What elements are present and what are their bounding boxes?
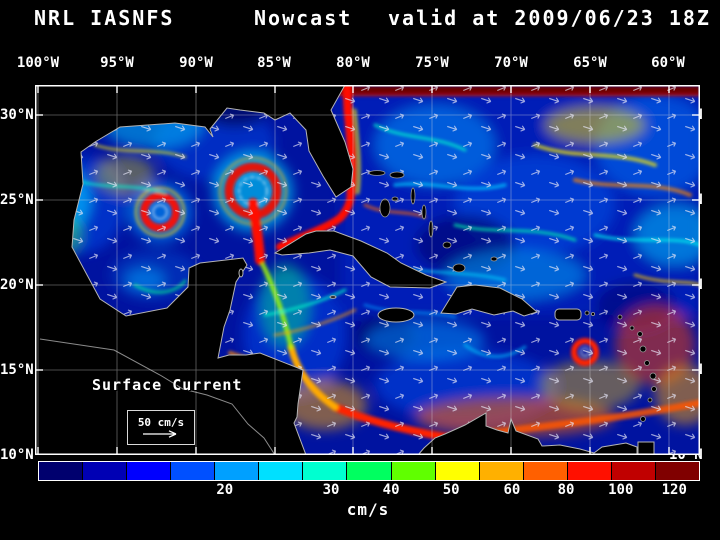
surface-current-map [35, 85, 700, 455]
colorbar-segment [435, 462, 480, 480]
land-bahamas [368, 170, 498, 273]
colorbar-tick: 50 [442, 482, 460, 498]
lon-label: 85°W [257, 55, 291, 71]
vector-scale-box: 50 cm/s [127, 410, 195, 445]
colorbar-segment [391, 462, 436, 480]
vector-scale-label: 50 cm/s [137, 416, 185, 429]
colorbar-tick: 100 [608, 482, 634, 498]
colorbar-segment [655, 462, 699, 480]
colorbar-tick: 80 [557, 482, 575, 498]
colorbar-ticks: 20 30 40 50 60 80 100 120 [38, 482, 698, 499]
land-cozumel [238, 268, 244, 278]
lon-label: 100°W [16, 55, 60, 71]
lat-label-left: 15°N [0, 362, 34, 378]
colorbar-segment [215, 462, 260, 480]
lon-label: 95°W [100, 55, 134, 71]
product-name: Nowcast [254, 6, 353, 30]
colorbar-segment [127, 462, 172, 480]
land-north-central-america [35, 85, 354, 455]
lon-label: 60°W [651, 55, 685, 71]
land-cuba [273, 230, 448, 289]
land-cayman [329, 295, 337, 299]
land-south-america [417, 412, 638, 455]
landmasses [35, 85, 657, 455]
lon-label: 75°W [415, 55, 449, 71]
colorbar-segment [303, 462, 348, 480]
lon-label: 70°W [494, 55, 528, 71]
lat-label-left: 25°N [0, 192, 34, 208]
land-puerto-rico [554, 308, 582, 321]
lat-label-left: 30°N [0, 107, 34, 123]
land-jamaica [377, 307, 415, 323]
colorbar-tick: 20 [216, 482, 234, 498]
colorbar-segment [611, 462, 656, 480]
colorbar-segment [567, 462, 612, 480]
map-annotation: Surface Current [92, 376, 243, 394]
lon-label: 80°W [336, 55, 370, 71]
colorbar-segment [479, 462, 524, 480]
colorbar-segment [39, 462, 84, 480]
lat-label-left: 10°N [0, 447, 34, 463]
colorbar-segment [259, 462, 304, 480]
land-trinidad [637, 441, 655, 455]
vector-scale-arrow-icon [143, 430, 177, 438]
colorbar-tick: 120 [661, 482, 687, 498]
land-hispaniola [440, 284, 539, 317]
pacific-coastline [39, 338, 276, 455]
lon-label: 90°W [179, 55, 213, 71]
lat-label-left: 20°N [0, 277, 34, 293]
map-frame [35, 85, 700, 455]
colorbar-tick: 60 [503, 482, 521, 498]
colorbar-units: cm/s [346, 500, 390, 519]
colorbar-segment [523, 462, 568, 480]
valid-time: valid at 2009/06/23 18Z [388, 6, 711, 30]
grid-lines [35, 85, 700, 455]
land-lesser-antilles [584, 310, 657, 422]
colorbar-segment [83, 462, 128, 480]
colorbar-segment [347, 462, 392, 480]
lon-label: 65°W [573, 55, 607, 71]
colorbar [38, 461, 700, 481]
colorbar-tick: 40 [382, 482, 400, 498]
model-name: NRL IASNFS [34, 6, 175, 30]
colorbar-tick: 30 [322, 482, 340, 498]
map-canvas [35, 85, 700, 455]
colorbar-segment [171, 462, 216, 480]
